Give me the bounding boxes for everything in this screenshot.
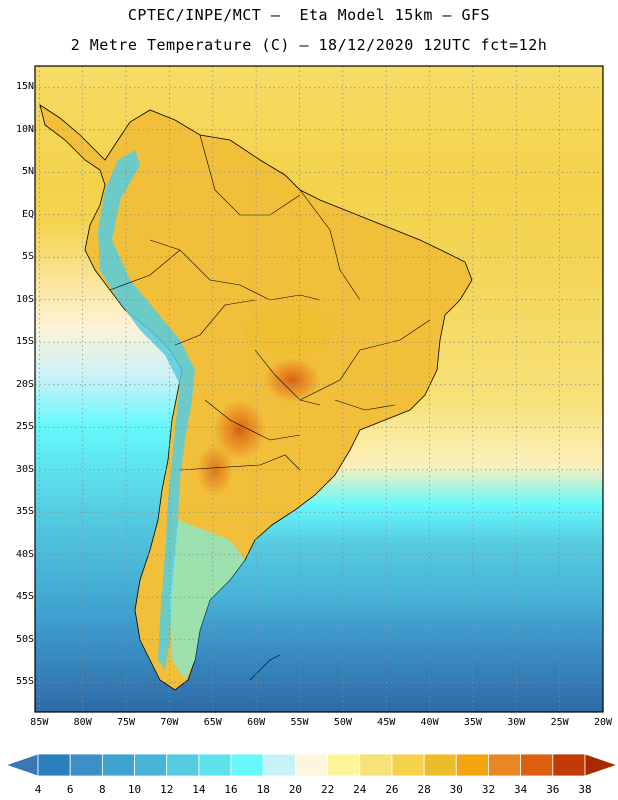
legend-label: 10 [127, 783, 142, 796]
lat-label: 50S [15, 633, 34, 645]
legend-label: 4 [34, 783, 42, 796]
legend-swatch [295, 753, 328, 777]
lon-label: 40W [420, 717, 439, 728]
lat-label: 5S [21, 251, 34, 263]
legend-swatch [359, 753, 393, 777]
lat-lon-grid [35, 66, 603, 712]
lon-label: 80W [73, 717, 92, 728]
legend-label: 14 [192, 783, 206, 796]
legend-label: 18 [256, 783, 270, 796]
map-title: CPTEC/INPE/MCT – Eta Model 15km – GFS [127, 6, 491, 24]
map-frame [34, 65, 604, 713]
central-brazil-warm [245, 305, 335, 355]
legend-label: 8 [99, 783, 106, 796]
lat-label: 25S [15, 421, 34, 433]
lon-label: 20W [593, 717, 613, 728]
legend-label: 28 [417, 783, 431, 796]
lon-label: 60W [247, 717, 266, 728]
legend-arrow-high [584, 753, 618, 777]
lon-label: 55W [290, 717, 309, 728]
legend-swatch [262, 753, 296, 777]
legend-label: 24 [353, 783, 367, 796]
lat-label: 55S [15, 676, 34, 688]
andes-cold-region [98, 150, 195, 670]
legend-swatch [455, 753, 489, 777]
legend-swatch [423, 753, 457, 777]
lat-label: 5N [21, 166, 34, 178]
legend-swatch [327, 753, 361, 777]
legend-swatch [101, 753, 135, 777]
legend-swatch [134, 753, 168, 777]
legend-label: 26 [385, 783, 399, 796]
map-subtitle: 2 Metre Temperature (C) – 18/12/2020 12U… [70, 36, 548, 54]
legend-label: 6 [66, 783, 74, 796]
legend-label: 34 [514, 783, 528, 796]
lon-label: 25W [550, 717, 569, 728]
lat-label: 30S [15, 463, 34, 475]
lat-label: 10S [15, 293, 34, 305]
pantanal-hot-spot [264, 358, 320, 402]
legend-swatch [198, 753, 232, 777]
legend-swatch [520, 753, 554, 777]
legend-swatch [230, 753, 264, 777]
legend-arrow-low [4, 753, 39, 777]
country-borders [109, 134, 431, 681]
lon-label: 45W [377, 717, 396, 728]
lat-label: 40S [15, 548, 34, 560]
legend-swatch [552, 753, 586, 777]
legend-label: 20 [288, 783, 303, 796]
lon-label: 85W [30, 717, 49, 728]
legend-label: 32 [481, 783, 496, 796]
legend-label: 36 [546, 783, 560, 796]
lon-label: 75W [117, 717, 136, 728]
lat-label: 10N [15, 123, 34, 135]
lat-label: 45S [15, 591, 34, 603]
legend-label: 38 [578, 783, 592, 796]
legend-label: 16 [224, 783, 238, 796]
legend-label: 22 [320, 783, 335, 796]
lon-label: 50W [333, 717, 352, 728]
legend-swatch [166, 753, 200, 777]
lon-label: 30W [507, 717, 526, 728]
lon-label: 35W [463, 717, 482, 728]
legend-label: 30 [449, 783, 463, 796]
legend-swatch [69, 753, 103, 777]
lon-label: 70W [160, 717, 179, 728]
legend-label: 12 [160, 783, 174, 796]
lat-label: 15N [15, 81, 34, 93]
lat-label: 35S [15, 506, 34, 518]
legend-swatch [391, 753, 425, 777]
lat-label: EQ [21, 208, 34, 220]
legend-swatch [488, 753, 522, 777]
lat-label: 20S [15, 378, 34, 390]
lat-label: 15S [15, 336, 34, 348]
lon-label: 65W [203, 717, 222, 728]
chaco-hot-spot [214, 400, 266, 460]
legend-swatch [37, 753, 71, 777]
